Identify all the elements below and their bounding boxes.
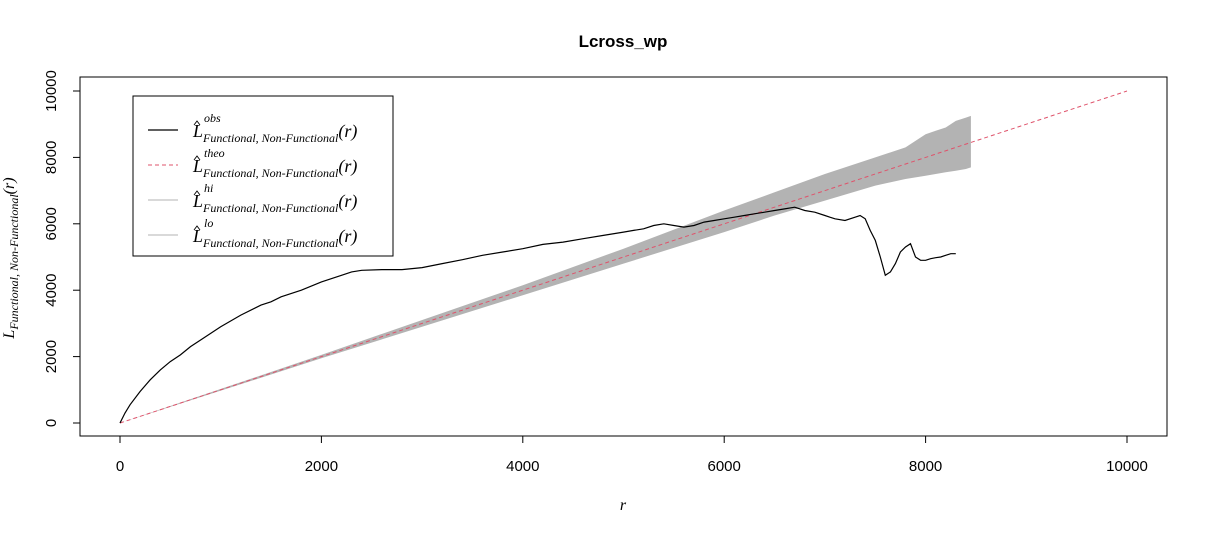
y-axis: 0 2000 4000 6000 8000 10000 (43, 70, 81, 427)
legend-label-obs: LFunctional, Non-Functional(r) (192, 121, 357, 145)
y-label-base: L (1, 330, 18, 340)
legend-sup-obs: obs (204, 111, 221, 125)
x-axis: 0 2000 4000 6000 8000 10000 (116, 435, 1148, 475)
x-axis-label: r (620, 497, 627, 514)
y-tick-label: 2000 (43, 340, 60, 373)
y-tick-label: 4000 (43, 274, 60, 307)
legend-label-hi: LFunctional, Non-Functional(r) (192, 191, 357, 215)
y-tick-label: 0 (43, 419, 60, 427)
y-label-sub: Functional, Non-Functional (7, 194, 21, 331)
series-theo-line (119, 90, 1128, 424)
legend-sup-theo: theo (204, 146, 225, 160)
legend-label-theo: LFunctional, Non-Functional(r) (192, 156, 357, 180)
legend-box (132, 95, 394, 257)
y-axis-label: LFunctional, Non-Functional(r) (1, 177, 21, 339)
y-tick-label: 10000 (43, 70, 60, 112)
series-layer (119, 90, 1128, 424)
legend-hat-obs (193, 120, 201, 126)
svg-text:LFunctional, Non-Functional(r): LFunctional, Non-Functional(r) (1, 177, 21, 339)
x-tick-label: 6000 (708, 458, 741, 475)
y-label-arg: (r) (1, 177, 18, 194)
legend-hat-hi (193, 190, 201, 196)
legend-hat-theo (193, 155, 201, 161)
legend-label-lo: LFunctional, Non-Functional(r) (192, 226, 357, 250)
y-tick-label: 6000 (43, 207, 60, 240)
legend-sup-hi: hi (204, 181, 213, 195)
y-tick-label: 8000 (43, 141, 60, 174)
legend-sup-lo: lo (204, 216, 213, 230)
series-obs-line (119, 206, 956, 424)
x-tick-label: 0 (116, 458, 124, 475)
x-tick-label: 8000 (909, 458, 942, 475)
legend-hat-lo (193, 225, 201, 231)
x-tick-label: 2000 (305, 458, 338, 475)
x-tick-label: 10000 (1106, 458, 1148, 475)
chart-title: Lcross_wp (579, 32, 668, 51)
legend: LFunctional, Non-Functional(r)obsLFuncti… (132, 95, 394, 257)
x-tick-label: 4000 (506, 458, 539, 475)
